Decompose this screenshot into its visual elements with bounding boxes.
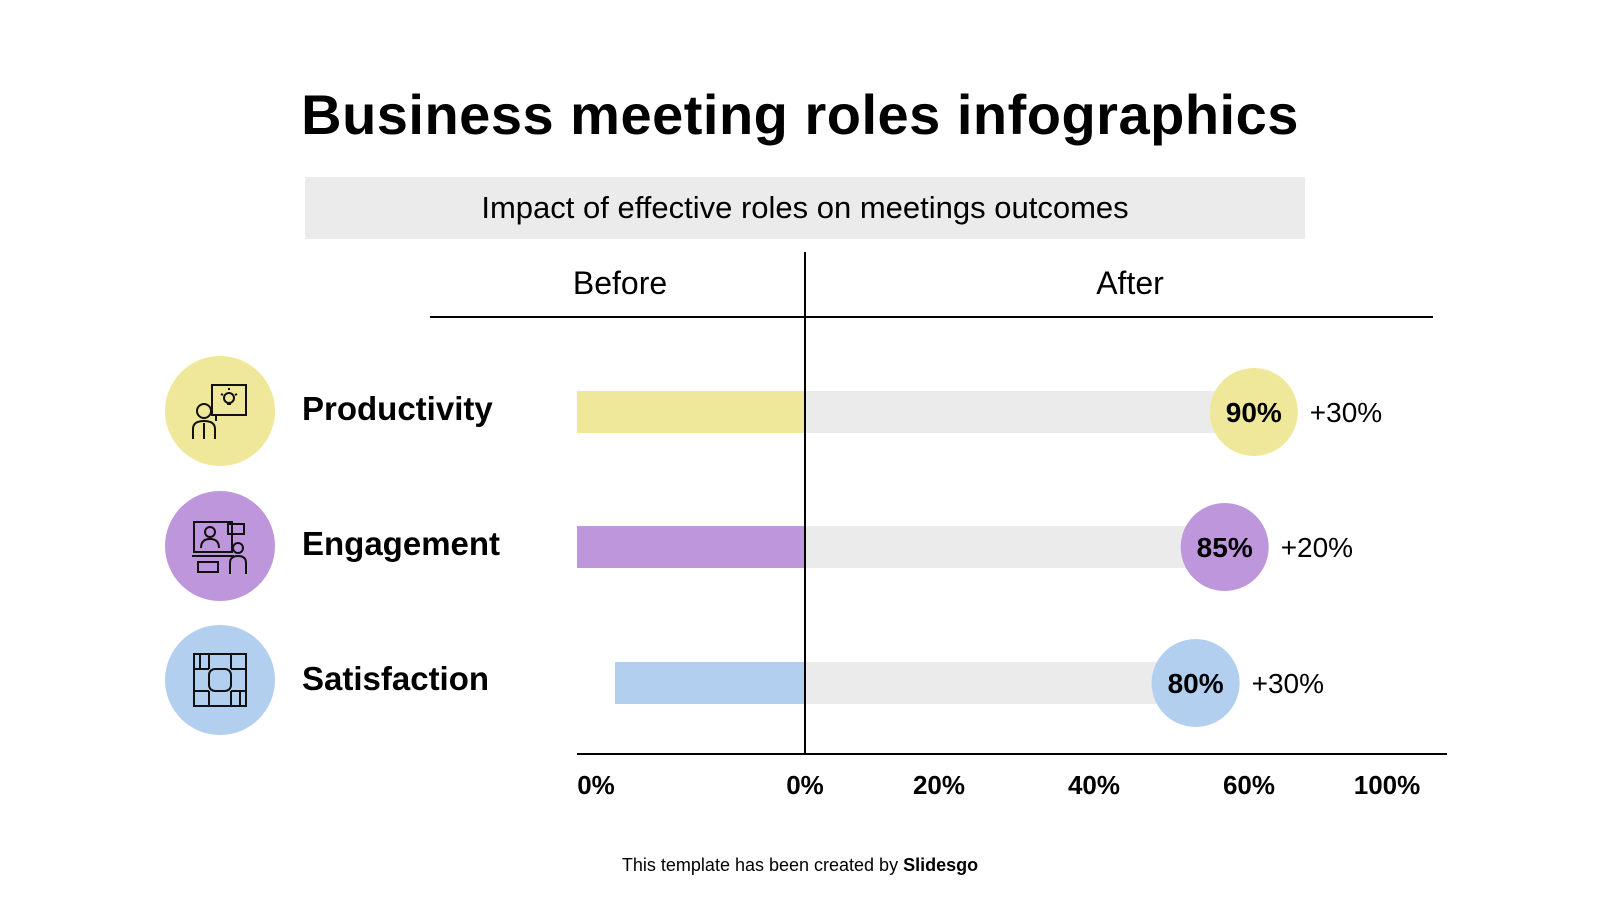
chart-subtitle-text: Impact of effective roles on meetings ou… <box>481 190 1129 225</box>
bar-before-engagement <box>577 526 805 568</box>
x-axis-line <box>577 753 1447 755</box>
row-label-productivity: Productivity <box>302 390 493 427</box>
tick-after-100: 100% <box>1353 770 1421 800</box>
page-title: Business meeting roles infographics <box>301 83 1299 146</box>
header-rule <box>430 316 1433 318</box>
footer-brand: Slidesgo <box>903 855 979 875</box>
tick-after-20: 20% <box>912 770 966 800</box>
row-label-satisfaction: Satisfaction <box>302 660 490 697</box>
footer-prefix: This template has been created by <box>621 855 904 875</box>
before-after-divider <box>804 252 806 755</box>
value-label-satisfaction: 80% <box>1168 668 1224 699</box>
value-bubble-engagement <box>1180 503 1269 591</box>
chart-subtitle: Impact of effective roles on meetings ou… <box>305 177 1305 239</box>
change-label-satisfaction: +30% <box>1252 668 1324 699</box>
tick-after-40: 40% <box>1067 770 1121 800</box>
value-label-productivity: 90% <box>1226 397 1282 428</box>
tick-after-60: 60% <box>1222 770 1276 800</box>
footer-credit: This template has been created by Slides… <box>0 855 1600 876</box>
value-label-engagement: 85% <box>1197 532 1253 563</box>
value-bubble-satisfaction <box>1151 639 1240 727</box>
column-header-after: After <box>1096 265 1164 301</box>
value-bubble-productivity <box>1209 368 1298 456</box>
teamwork-hands-icon <box>165 625 275 735</box>
presentation-icon <box>165 356 275 466</box>
tick-after-0: 0% <box>786 770 824 800</box>
column-header-before: Before <box>572 265 668 301</box>
bar-after-satisfaction <box>805 662 1196 704</box>
video-call-icon <box>165 491 275 601</box>
tick-before-0: 0% <box>577 770 615 800</box>
row-label-engagement: Engagement <box>302 525 501 562</box>
bar-after-productivity <box>805 391 1254 433</box>
bar-before-satisfaction <box>615 662 805 704</box>
change-label-productivity: +30% <box>1310 397 1382 428</box>
bar-before-productivity <box>577 391 805 433</box>
bar-after-engagement <box>805 526 1225 568</box>
change-label-engagement: +20% <box>1281 532 1353 563</box>
